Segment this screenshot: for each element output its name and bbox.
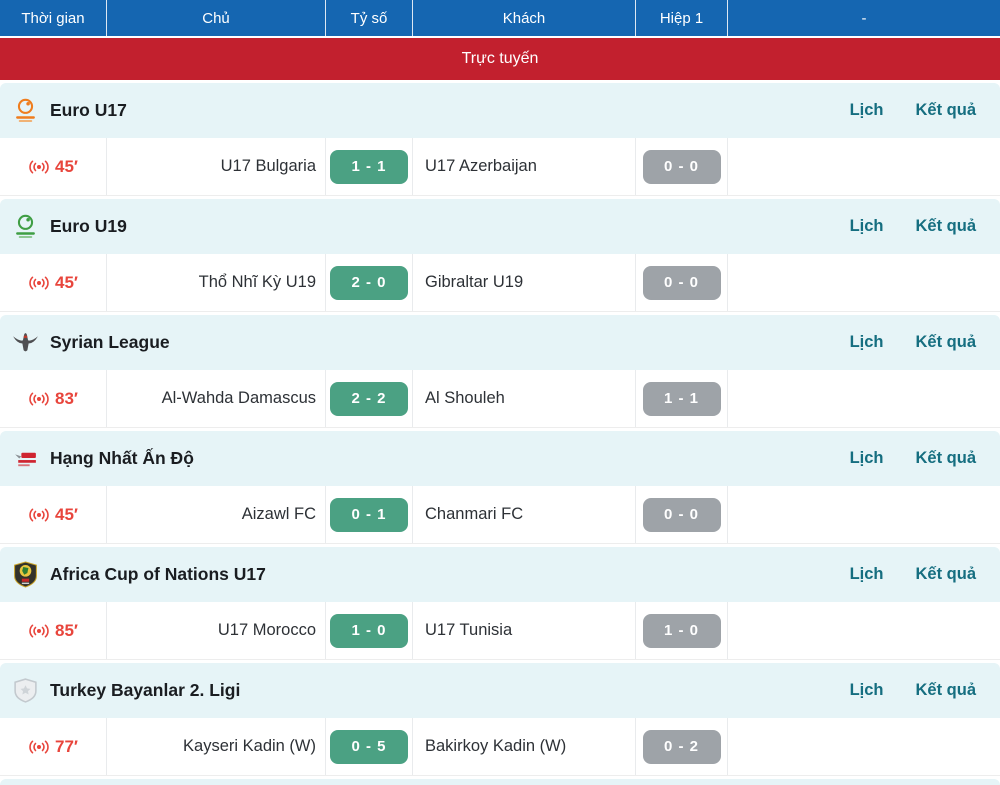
away-team-name: U17 Azerbaijan bbox=[425, 157, 537, 175]
match-minute: 77′ bbox=[55, 736, 78, 756]
uefa-u19-logo-icon bbox=[12, 213, 39, 240]
column-header-time: Thời gian bbox=[21, 9, 85, 27]
schedule-link[interactable]: Lịch bbox=[849, 681, 884, 699]
home-team-name: Kayseri Kadin (W) bbox=[183, 737, 316, 755]
schedule-link[interactable]: Lịch bbox=[849, 565, 884, 583]
league-title: Turkey Bayanlar 2. Ligi bbox=[50, 680, 241, 700]
half-time-score-badge: 0 - 0 bbox=[642, 265, 721, 300]
empty-cell bbox=[727, 486, 1000, 543]
live-broadcast-icon bbox=[29, 392, 49, 405]
away-team-name: Bakirkoy Kadin (W) bbox=[425, 737, 567, 755]
generic-shield-logo-icon bbox=[12, 677, 39, 704]
match-row[interactable]: 77′ Kayseri Kadin (W) 0 - 5 Bakirkoy Kad… bbox=[0, 718, 1000, 776]
half-time-score-badge: 0 - 2 bbox=[642, 729, 721, 764]
results-link[interactable]: Kết quả bbox=[915, 449, 976, 467]
live-broadcast-icon bbox=[29, 276, 49, 289]
score-badge: 2 - 0 bbox=[330, 265, 408, 300]
schedule-link[interactable]: Lịch bbox=[849, 101, 884, 119]
league-section: Hạng Nhất Ấn Độ Lịch Kết quả 45′ Aizawl … bbox=[0, 431, 1000, 544]
column-header-home: Chủ bbox=[106, 0, 325, 36]
score-badge: 1 - 1 bbox=[330, 149, 408, 184]
column-header-half: Hiệp 1 bbox=[635, 0, 727, 36]
results-link[interactable]: Kết quả bbox=[915, 333, 976, 351]
schedule-link[interactable]: Lịch bbox=[849, 333, 884, 351]
syria-eagle-logo-icon bbox=[12, 329, 39, 356]
score-badge: 2 - 2 bbox=[330, 381, 408, 416]
column-header-away: Khách bbox=[412, 0, 635, 36]
home-team-name: Aizawl FC bbox=[241, 505, 316, 523]
live-tab-banner[interactable]: Trực tuyến bbox=[0, 38, 1000, 80]
score-table-header: Thời gian Chủ Tỷ số Khách Hiệp 1 - bbox=[0, 0, 1000, 38]
score-badge: 0 - 5 bbox=[330, 729, 408, 764]
league-header: Syrian League Lịch Kết quả bbox=[0, 315, 1000, 370]
results-link[interactable]: Kết quả bbox=[915, 101, 976, 119]
match-row[interactable]: 83′ Al-Wahda Damascus 2 - 2 Al Shouleh 1… bbox=[0, 370, 1000, 428]
empty-cell bbox=[727, 254, 1000, 311]
schedule-link[interactable]: Lịch bbox=[849, 217, 884, 235]
schedule-link[interactable]: Lịch bbox=[849, 449, 884, 467]
india-first-division-logo-icon bbox=[12, 445, 39, 472]
league-header: Euro U19 Lịch Kết quả bbox=[0, 199, 1000, 254]
caf-u17-logo-icon bbox=[12, 561, 39, 588]
league-title: Euro U19 bbox=[50, 216, 127, 236]
league-header: Africa Cup of Nations U17 Lịch Kết quả bbox=[0, 547, 1000, 602]
league-title: Africa Cup of Nations U17 bbox=[50, 564, 266, 584]
results-link[interactable]: Kết quả bbox=[915, 217, 976, 235]
match-minute: 85′ bbox=[55, 620, 78, 640]
empty-cell bbox=[727, 370, 1000, 427]
match-row[interactable]: 45′ U17 Bulgaria 1 - 1 U17 Azerbaijan 0 … bbox=[0, 138, 1000, 196]
results-link[interactable]: Kết quả bbox=[915, 565, 976, 583]
half-time-score-badge: 0 - 0 bbox=[642, 497, 721, 532]
live-broadcast-icon bbox=[29, 508, 49, 521]
league-section: Turkey Bayanlar 2. Ligi Lịch Kết quả 77′… bbox=[0, 663, 1000, 776]
column-header-dash: - bbox=[727, 0, 1000, 36]
match-row[interactable]: 45′ Thổ Nhĩ Kỳ U19 2 - 0 Gibraltar U19 0… bbox=[0, 254, 1000, 312]
league-header: Turkey Bayanlar 2. Ligi Lịch Kết quả bbox=[0, 663, 1000, 718]
league-section: Africa Cup of Nations U17 Lịch Kết quả 8… bbox=[0, 547, 1000, 660]
uefa-u17-logo-icon bbox=[12, 97, 39, 124]
league-section: Syrian League Lịch Kết quả 83′ Al-Wahda … bbox=[0, 315, 1000, 428]
league-header: Euro U17 Lịch Kết quả bbox=[0, 83, 1000, 138]
home-team-name: U17 Morocco bbox=[217, 621, 316, 639]
live-broadcast-icon bbox=[29, 160, 49, 173]
match-minute: 45′ bbox=[55, 504, 78, 524]
home-team-name: Al-Wahda Damascus bbox=[161, 389, 316, 407]
empty-cell bbox=[727, 138, 1000, 195]
score-badge: 0 - 1 bbox=[330, 497, 408, 532]
league-title: Euro U17 bbox=[50, 100, 127, 120]
league-section: Euro U17 Lịch Kết quả 45′ U17 Bulgaria 1… bbox=[0, 83, 1000, 196]
next-league-header-partial bbox=[0, 779, 1000, 785]
away-team-name: Al Shouleh bbox=[425, 389, 505, 407]
away-team-name: Gibraltar U19 bbox=[425, 273, 524, 291]
column-header-score: Tỷ số bbox=[325, 0, 412, 36]
live-broadcast-icon bbox=[29, 624, 49, 637]
league-header: Hạng Nhất Ấn Độ Lịch Kết quả bbox=[0, 431, 1000, 486]
away-team-name: Chanmari FC bbox=[425, 505, 524, 523]
league-section: Euro U19 Lịch Kết quả 45′ Thổ Nhĩ Kỳ U19… bbox=[0, 199, 1000, 312]
league-title: Hạng Nhất Ấn Độ bbox=[50, 448, 194, 468]
half-time-score-badge: 1 - 0 bbox=[642, 613, 721, 648]
match-minute: 45′ bbox=[55, 156, 78, 176]
match-minute: 45′ bbox=[55, 272, 78, 292]
match-row[interactable]: 45′ Aizawl FC 0 - 1 Chanmari FC 0 - 0 bbox=[0, 486, 1000, 544]
live-broadcast-icon bbox=[29, 740, 49, 753]
home-team-name: Thổ Nhĩ Kỳ U19 bbox=[198, 273, 316, 291]
match-minute: 83′ bbox=[55, 388, 78, 408]
home-team-name: U17 Bulgaria bbox=[220, 157, 316, 175]
empty-cell bbox=[727, 718, 1000, 775]
match-row[interactable]: 85′ U17 Morocco 1 - 0 U17 Tunisia 1 - 0 bbox=[0, 602, 1000, 660]
half-time-score-badge: 0 - 0 bbox=[642, 149, 721, 184]
empty-cell bbox=[727, 602, 1000, 659]
away-team-name: U17 Tunisia bbox=[425, 621, 513, 639]
league-title: Syrian League bbox=[50, 332, 170, 352]
score-badge: 1 - 0 bbox=[330, 613, 408, 648]
results-link[interactable]: Kết quả bbox=[915, 681, 976, 699]
half-time-score-badge: 1 - 1 bbox=[642, 381, 721, 416]
